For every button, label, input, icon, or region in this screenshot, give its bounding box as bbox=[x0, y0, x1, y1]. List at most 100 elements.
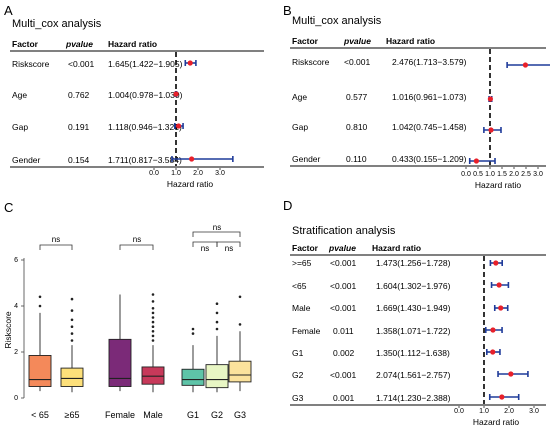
pvalue-value: <0.001 bbox=[330, 303, 357, 313]
factor-label: Female bbox=[292, 326, 321, 336]
hazard-ratio-point bbox=[522, 62, 529, 68]
outlier-point bbox=[191, 332, 195, 335]
outlier-point bbox=[70, 297, 74, 301]
outlier-point bbox=[238, 295, 242, 299]
hazard-ratio-point bbox=[189, 156, 195, 162]
box bbox=[60, 367, 84, 387]
hr-value: 1.711(0.817−3.584) bbox=[108, 155, 182, 165]
panel-a: A Multi_cox analysis Factor pvalue Hazar… bbox=[4, 3, 264, 189]
pvalue-value: 0.762 bbox=[68, 90, 90, 100]
panel-b-title: Multi_cox analysis bbox=[292, 15, 382, 27]
pvalue-header: pvalue bbox=[65, 39, 93, 49]
factor-label: Gap bbox=[292, 122, 308, 132]
pvalue-value: 0.002 bbox=[333, 348, 355, 358]
hazard-ratio-point bbox=[499, 394, 505, 400]
factor-header: Factor bbox=[292, 36, 319, 46]
x-group-label: ≥65 bbox=[65, 410, 80, 420]
pvalue-value: <0.001 bbox=[68, 59, 95, 69]
y-tick-label: 2 bbox=[14, 349, 18, 356]
outlier-point bbox=[70, 309, 74, 312]
factor-label: Male bbox=[292, 303, 311, 313]
factor-label: <65 bbox=[292, 281, 307, 291]
outlier-point bbox=[70, 325, 74, 329]
outlier-point bbox=[151, 293, 155, 296]
x-group-label: G2 bbox=[211, 410, 223, 420]
outlier-point bbox=[191, 327, 195, 331]
x-tick-label: 2.0 bbox=[193, 170, 203, 177]
hr-value: 2.074(1.561−2.757) bbox=[376, 370, 451, 380]
hazard-ratio-point bbox=[175, 123, 182, 129]
x-tick-label: 0.0 bbox=[454, 408, 464, 415]
outlier-point bbox=[70, 339, 74, 342]
outlier-point bbox=[151, 325, 155, 329]
outlier-point bbox=[151, 330, 155, 333]
pvalue-value: 0.810 bbox=[346, 122, 368, 132]
pvalue-value: 0.154 bbox=[68, 155, 90, 165]
factor-label: Riskscore bbox=[12, 59, 50, 69]
panel-letter-d: D bbox=[283, 198, 292, 213]
x-group-label: G3 bbox=[234, 410, 246, 420]
panel-letter-a: A bbox=[4, 3, 13, 18]
x-group-label: < 65 bbox=[31, 410, 49, 420]
x-tick-label: 2.0 bbox=[509, 171, 519, 178]
panel-c: C 0 2 4 6 Riskscore ns ns ns ns ns < 65 … bbox=[3, 200, 246, 420]
x-tick-label: 1.5 bbox=[497, 171, 507, 178]
outlier-point bbox=[151, 320, 155, 324]
factor-label: Riskscore bbox=[292, 57, 330, 67]
hazard-ratio-point bbox=[508, 371, 514, 377]
x-tick-label: 1.0 bbox=[479, 408, 489, 415]
outlier-point bbox=[215, 320, 219, 324]
outlier-point bbox=[70, 318, 74, 322]
box bbox=[141, 366, 165, 385]
pvalue-value: 0.001 bbox=[333, 393, 355, 403]
hazard-ratio-point bbox=[493, 260, 499, 266]
x-axis-label: Hazard ratio bbox=[473, 417, 520, 427]
hr-value: 1.042(0.745−1.458) bbox=[392, 122, 467, 132]
outlier-point bbox=[151, 334, 155, 338]
x-tick-label: 0.5 bbox=[473, 171, 483, 178]
outlier-point bbox=[151, 300, 155, 303]
x-axis-label: Hazard ratio bbox=[475, 180, 522, 190]
significance-bracket bbox=[119, 244, 154, 250]
factor-label: >=65 bbox=[292, 258, 312, 268]
x-tick-label: 3.0 bbox=[533, 171, 543, 178]
y-tick-label: 4 bbox=[14, 303, 18, 310]
outlier-point bbox=[151, 339, 155, 342]
panel-letter-c: C bbox=[4, 200, 13, 215]
outlier-point bbox=[238, 323, 242, 326]
factor-header: Factor bbox=[12, 39, 39, 49]
hazard-ratio-point bbox=[496, 282, 502, 288]
x-group-label: Male bbox=[143, 410, 163, 420]
hr-value: 0.433(0.155−1.209) bbox=[392, 154, 467, 164]
x-tick-label: 1.0 bbox=[485, 171, 495, 178]
pvalue-value: 0.577 bbox=[346, 92, 368, 102]
hazard-ratio-point bbox=[490, 349, 496, 355]
panel-letter-b: B bbox=[283, 3, 292, 18]
outlier-point bbox=[215, 302, 219, 306]
significance-label: ns bbox=[133, 235, 141, 244]
significance-bracket bbox=[216, 241, 241, 247]
outlier-point bbox=[215, 311, 219, 315]
chart-marks bbox=[21, 49, 550, 408]
outlier-point bbox=[215, 327, 219, 331]
panel-b: B Multi_cox analysis Factor pvalue Hazar… bbox=[283, 3, 546, 190]
x-axis-label: Hazard ratio bbox=[167, 179, 214, 189]
hazard-ratio-point bbox=[487, 96, 493, 102]
x-tick-label: 3.0 bbox=[215, 170, 225, 177]
hazard-ratio-point bbox=[187, 60, 193, 66]
hr-value: 1.358(1.071−1.722) bbox=[376, 326, 451, 336]
panel-a-title: Multi_cox analysis bbox=[12, 18, 102, 30]
x-tick-label: 0.0 bbox=[461, 171, 471, 178]
outlier-point bbox=[38, 295, 42, 299]
pvalue-value: 0.011 bbox=[333, 326, 354, 336]
y-axis-label: Riskscore bbox=[3, 311, 13, 349]
x-group-label: Female bbox=[105, 410, 135, 420]
outlier-point bbox=[151, 307, 155, 310]
x-tick-label: 3.0 bbox=[529, 408, 539, 415]
box bbox=[181, 368, 205, 386]
factor-label: Age bbox=[12, 90, 27, 100]
hr-value: 1.473(1.256−1.728) bbox=[376, 258, 451, 268]
pvalue-value: <0.001 bbox=[330, 370, 357, 380]
